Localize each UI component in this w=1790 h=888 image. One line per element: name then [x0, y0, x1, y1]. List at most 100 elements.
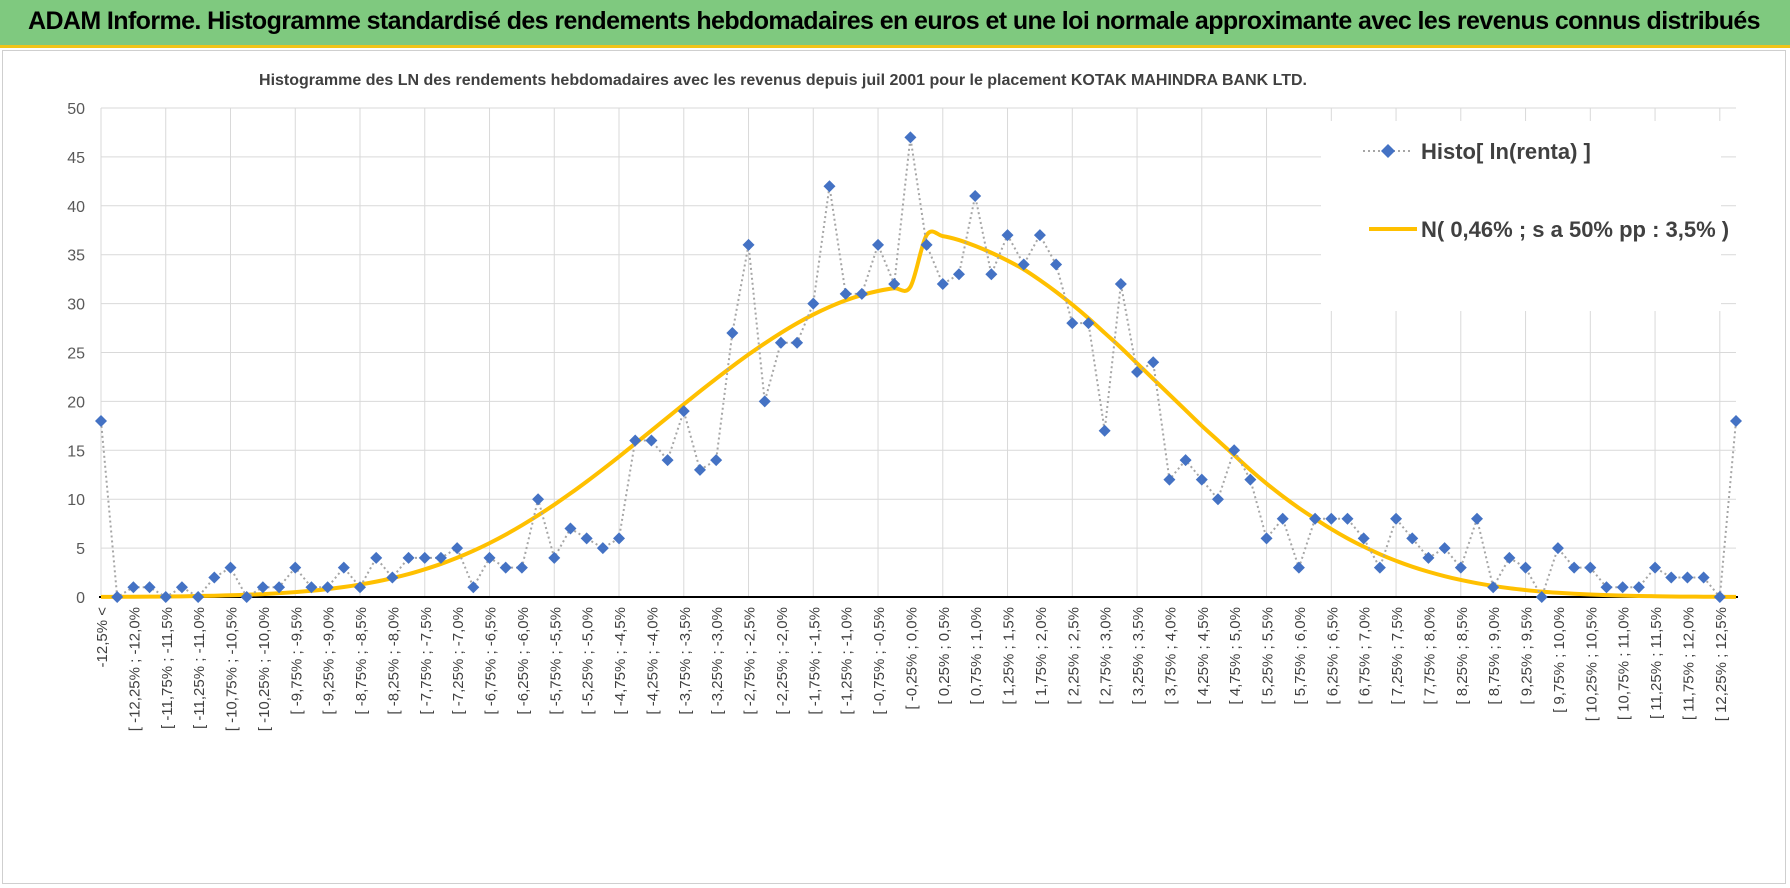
histo-point [354, 581, 367, 594]
x-tick-label: [ 4,75% ; 5,0% [1227, 607, 1244, 705]
histo-point [321, 581, 334, 594]
histo-point [224, 561, 237, 574]
histo-series-markers [95, 131, 1742, 603]
histo-point [596, 542, 609, 555]
histo-point [645, 434, 658, 447]
histo-point [1730, 414, 1742, 427]
histo-point [1211, 493, 1224, 506]
x-tick-label: [ -10,25% ; -10,0% [256, 607, 273, 731]
histo-point [1066, 317, 1079, 330]
histo-point [629, 434, 642, 447]
x-tick-label: [ -4,75% ; -4,5% [612, 607, 629, 715]
histo-point [791, 336, 804, 349]
y-tick-label: 40 [67, 199, 85, 216]
histo-point [1179, 454, 1192, 467]
histo-point [1292, 561, 1305, 574]
histo-point [337, 561, 350, 574]
x-tick-label: [ -6,75% ; -6,5% [483, 607, 500, 715]
histo-point [1487, 581, 1500, 594]
x-tick-label: [ -3,25% ; -3,0% [709, 607, 726, 715]
x-tick-label: [ -6,25% ; -6,0% [515, 607, 532, 715]
histo-point [1082, 317, 1095, 330]
histo-point [855, 287, 868, 300]
histo-point [1632, 581, 1645, 594]
histo-point [273, 581, 286, 594]
x-tick-label: [ -7,75% ; -7,5% [418, 607, 435, 715]
x-tick-label: [ -4,25% ; -4,0% [644, 607, 661, 715]
histo-point [1713, 591, 1726, 603]
histo-point [1665, 571, 1678, 584]
histo-point [159, 591, 172, 603]
x-axis-tick-labels: -12,5% < [ -12,25% ; -12,0% [ -11,75% ; -1… [94, 607, 1730, 731]
histo-point [1244, 473, 1257, 486]
histo-point [758, 395, 771, 408]
histo-point [1228, 444, 1241, 457]
histo-point [467, 581, 480, 594]
histo-point [742, 238, 755, 251]
histo-point [1600, 581, 1613, 594]
x-tick-label: [ -12,25% ; -12,0% [126, 607, 143, 731]
histo-point [548, 551, 561, 564]
histo-point [305, 581, 318, 594]
histo-point [807, 297, 820, 310]
chart-frame: Histogramme des LN des rendements hebdom… [2, 50, 1786, 884]
x-tick-label: [ 2,25% ; 2,5% [1065, 607, 1082, 705]
x-tick-label: [ 11,25% ; 11,5% [1648, 607, 1665, 719]
y-axis-tick-labels: 0 5 10 15 20 25 30 35 40 45 50 [67, 101, 85, 607]
histo-point [192, 591, 205, 603]
histo-point [208, 571, 221, 584]
histo-point [661, 454, 674, 467]
x-tick-label: [ 10,25% ; 10,5% [1583, 607, 1600, 721]
histo-point [1681, 571, 1694, 584]
histo-point [1131, 366, 1144, 379]
x-tick-label: [ 3,25% ; 3,5% [1130, 607, 1147, 705]
x-tick-label: [ -3,75% ; -3,5% [677, 607, 694, 715]
histo-point [289, 561, 302, 574]
histo-point [532, 493, 545, 506]
x-tick-label: [ 5,75% ; 6,0% [1292, 607, 1309, 705]
x-tick-label: [ 0,25% ; 0,5% [936, 607, 953, 705]
histo-point [613, 532, 626, 545]
histo-point [1341, 512, 1354, 525]
x-tick-label: [ -5,75% ; -5,5% [547, 607, 564, 715]
x-tick-label: [ 12,25% ; 12,5% [1713, 607, 1730, 721]
histo-point [726, 326, 739, 339]
histo-point [823, 180, 836, 193]
histo-point [1017, 258, 1030, 271]
histo-point [1616, 581, 1629, 594]
x-tick-label: [ -0,25% ; 0,0% [903, 607, 920, 710]
histo-point [839, 287, 852, 300]
x-tick-label: [ 8,75% ; 9,0% [1486, 607, 1503, 705]
x-tick-label: [ -11,75% ; -11,5% [159, 607, 176, 729]
x-tick-label: [ -2,75% ; -2,5% [742, 607, 759, 715]
histo-point [872, 238, 885, 251]
histo-point [1357, 532, 1370, 545]
x-tick-label: [ -9,75% ; -9,5% [288, 607, 305, 715]
legend-normal-label: N( 0,46% ; s a 50% pp : 3,5% ) [1421, 217, 1729, 242]
histo-point [1325, 512, 1338, 525]
histogram-chart: Histogramme des LN des rendements hebdom… [67, 72, 1742, 731]
histo-point [1373, 561, 1386, 574]
x-tick-label: [ -8,75% ; -8,5% [353, 607, 370, 715]
x-tick-label: [ 10,75% ; 11,0% [1616, 607, 1633, 720]
histo-point [451, 542, 464, 555]
x-tick-label: [ 9,75% ; 10,0% [1551, 607, 1568, 713]
histo-point [564, 522, 577, 535]
histo-point [1147, 356, 1160, 369]
histo-point [677, 405, 690, 418]
legend-item-normal: N( 0,46% ; s a 50% pp : 3,5% ) [1369, 217, 1729, 242]
y-tick-label: 0 [76, 590, 85, 607]
histo-point [1697, 571, 1710, 584]
x-tick-label: [ 8,25% ; 8,5% [1454, 607, 1471, 705]
histo-point [580, 532, 593, 545]
x-tick-label: [ -1,25% ; -1,0% [839, 607, 856, 715]
x-tick-label: -12,5% < [94, 607, 111, 668]
report-banner: ADAM Informe. Histogramme standardisé de… [0, 0, 1790, 48]
histo-point [95, 414, 107, 427]
x-tick-label: [ 3,75% ; 4,0% [1162, 607, 1179, 705]
histo-point [888, 278, 901, 291]
chart-title: Histogramme des LN des rendements hebdom… [259, 72, 1307, 89]
x-tick-label: [ 5,25% ; 5,5% [1260, 607, 1277, 705]
histo-point [143, 581, 156, 594]
report-title: ADAM Informe. Histogramme standardisé de… [28, 7, 1761, 35]
